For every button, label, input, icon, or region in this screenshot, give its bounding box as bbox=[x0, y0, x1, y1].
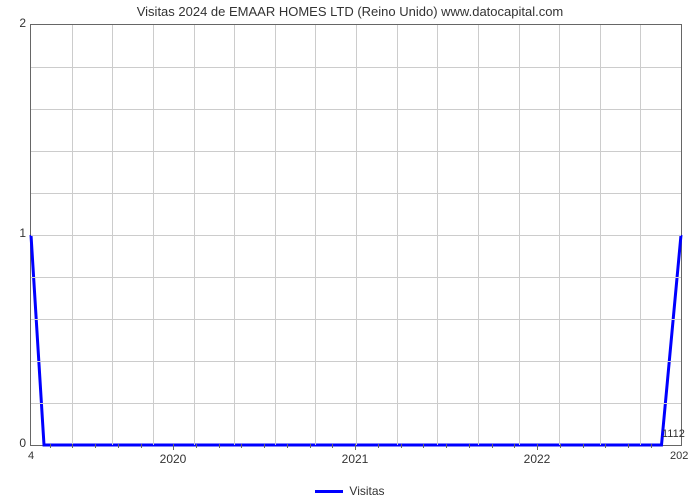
grid-line-v bbox=[356, 25, 357, 445]
y-tick-label: 0 bbox=[6, 436, 26, 450]
x-tick-minor bbox=[423, 444, 424, 448]
y-tick-label: 2 bbox=[6, 16, 26, 30]
x-tick-minor bbox=[492, 444, 493, 448]
grid-line-v bbox=[194, 25, 195, 445]
grid-line-v bbox=[234, 25, 235, 445]
y-tick-label: 1 bbox=[6, 226, 26, 240]
x-tick-minor bbox=[651, 444, 652, 448]
x-tick-minor bbox=[141, 444, 142, 448]
x-tick-minor bbox=[605, 444, 606, 448]
x-tick-minor bbox=[310, 444, 311, 448]
legend: Visitas bbox=[0, 484, 700, 498]
chart-container: Visitas 2024 de EMAAR HOMES LTD (Reino U… bbox=[0, 0, 700, 500]
grid-line-v bbox=[478, 25, 479, 445]
grid-line-v bbox=[600, 25, 601, 445]
grid-line-v bbox=[315, 25, 316, 445]
x-tick-minor bbox=[72, 444, 73, 448]
x-tick-minor bbox=[219, 444, 220, 448]
x-tick bbox=[173, 444, 174, 450]
grid-line-v bbox=[72, 25, 73, 445]
x-tick-minor bbox=[118, 444, 119, 448]
grid-line-v bbox=[397, 25, 398, 445]
x-tick-minor bbox=[469, 444, 470, 448]
grid-line-v bbox=[640, 25, 641, 445]
x-tick-minor bbox=[628, 444, 629, 448]
grid-line-v bbox=[153, 25, 154, 445]
x-tick-label: 2020 bbox=[160, 452, 187, 466]
x-tick-minor bbox=[196, 444, 197, 448]
grid-line-v bbox=[559, 25, 560, 445]
x-tick-minor bbox=[95, 444, 96, 448]
legend-label: Visitas bbox=[349, 484, 384, 498]
chart-title: Visitas 2024 de EMAAR HOMES LTD (Reino U… bbox=[0, 4, 700, 19]
x-tick-minor bbox=[50, 444, 51, 448]
grid-line-v bbox=[437, 25, 438, 445]
x-tick-label: 2022 bbox=[524, 452, 551, 466]
grid-line-v bbox=[519, 25, 520, 445]
x-tick-minor bbox=[241, 444, 242, 448]
x-tick-minor bbox=[446, 444, 447, 448]
grid-line-v bbox=[112, 25, 113, 445]
x-tick bbox=[537, 444, 538, 450]
legend-swatch bbox=[315, 490, 343, 493]
x-tick-label: 2021 bbox=[342, 452, 369, 466]
x-tick-minor bbox=[514, 444, 515, 448]
x-tick-minor bbox=[560, 444, 561, 448]
x-tick-minor bbox=[401, 444, 402, 448]
x-tick-minor bbox=[264, 444, 265, 448]
x-tick-minor bbox=[332, 444, 333, 448]
corner-bottom-right-lower: 202 bbox=[670, 450, 688, 462]
x-tick-minor bbox=[287, 444, 288, 448]
x-tick-minor bbox=[378, 444, 379, 448]
corner-bottom-right-upper: 1112 bbox=[662, 428, 685, 440]
x-tick-minor bbox=[583, 444, 584, 448]
corner-bottom-left: 4 bbox=[28, 450, 34, 462]
x-tick bbox=[355, 444, 356, 450]
grid-line-v bbox=[275, 25, 276, 445]
plot-area bbox=[30, 24, 682, 446]
